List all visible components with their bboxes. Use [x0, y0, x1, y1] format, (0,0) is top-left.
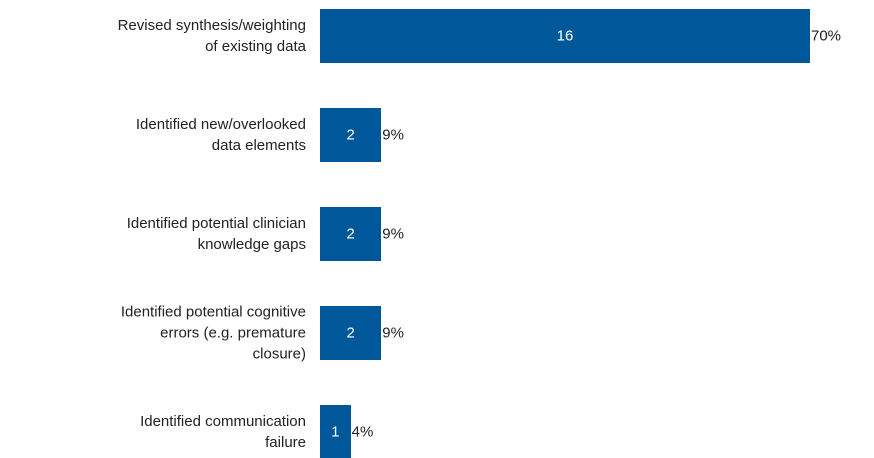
count-label: 1 — [331, 423, 340, 441]
category-label: Identified potential clinician knowledge… — [126, 215, 306, 253]
count-label: 2 — [346, 225, 355, 243]
count-label: 16 — [556, 27, 574, 45]
bar — [320, 9, 810, 63]
percent-label: 9% — [382, 126, 404, 144]
bar — [320, 405, 351, 458]
count-label: 2 — [346, 324, 355, 342]
count-label: 2 — [346, 126, 355, 144]
percent-label: 4% — [351, 423, 374, 441]
bar — [320, 306, 382, 360]
category-label: Identified new/overlooked data elements — [135, 116, 306, 154]
percent-label: 9% — [382, 225, 404, 243]
category-label: Identified potential cognitive errors (e… — [120, 303, 306, 363]
category-label: Revised synthesis/weighting of existing … — [117, 17, 306, 55]
percent-label: 70% — [811, 27, 842, 45]
bar — [320, 207, 382, 261]
category-label: Identified communication failure — [140, 413, 306, 451]
percent-label: 9% — [382, 324, 404, 342]
bar — [320, 108, 382, 162]
